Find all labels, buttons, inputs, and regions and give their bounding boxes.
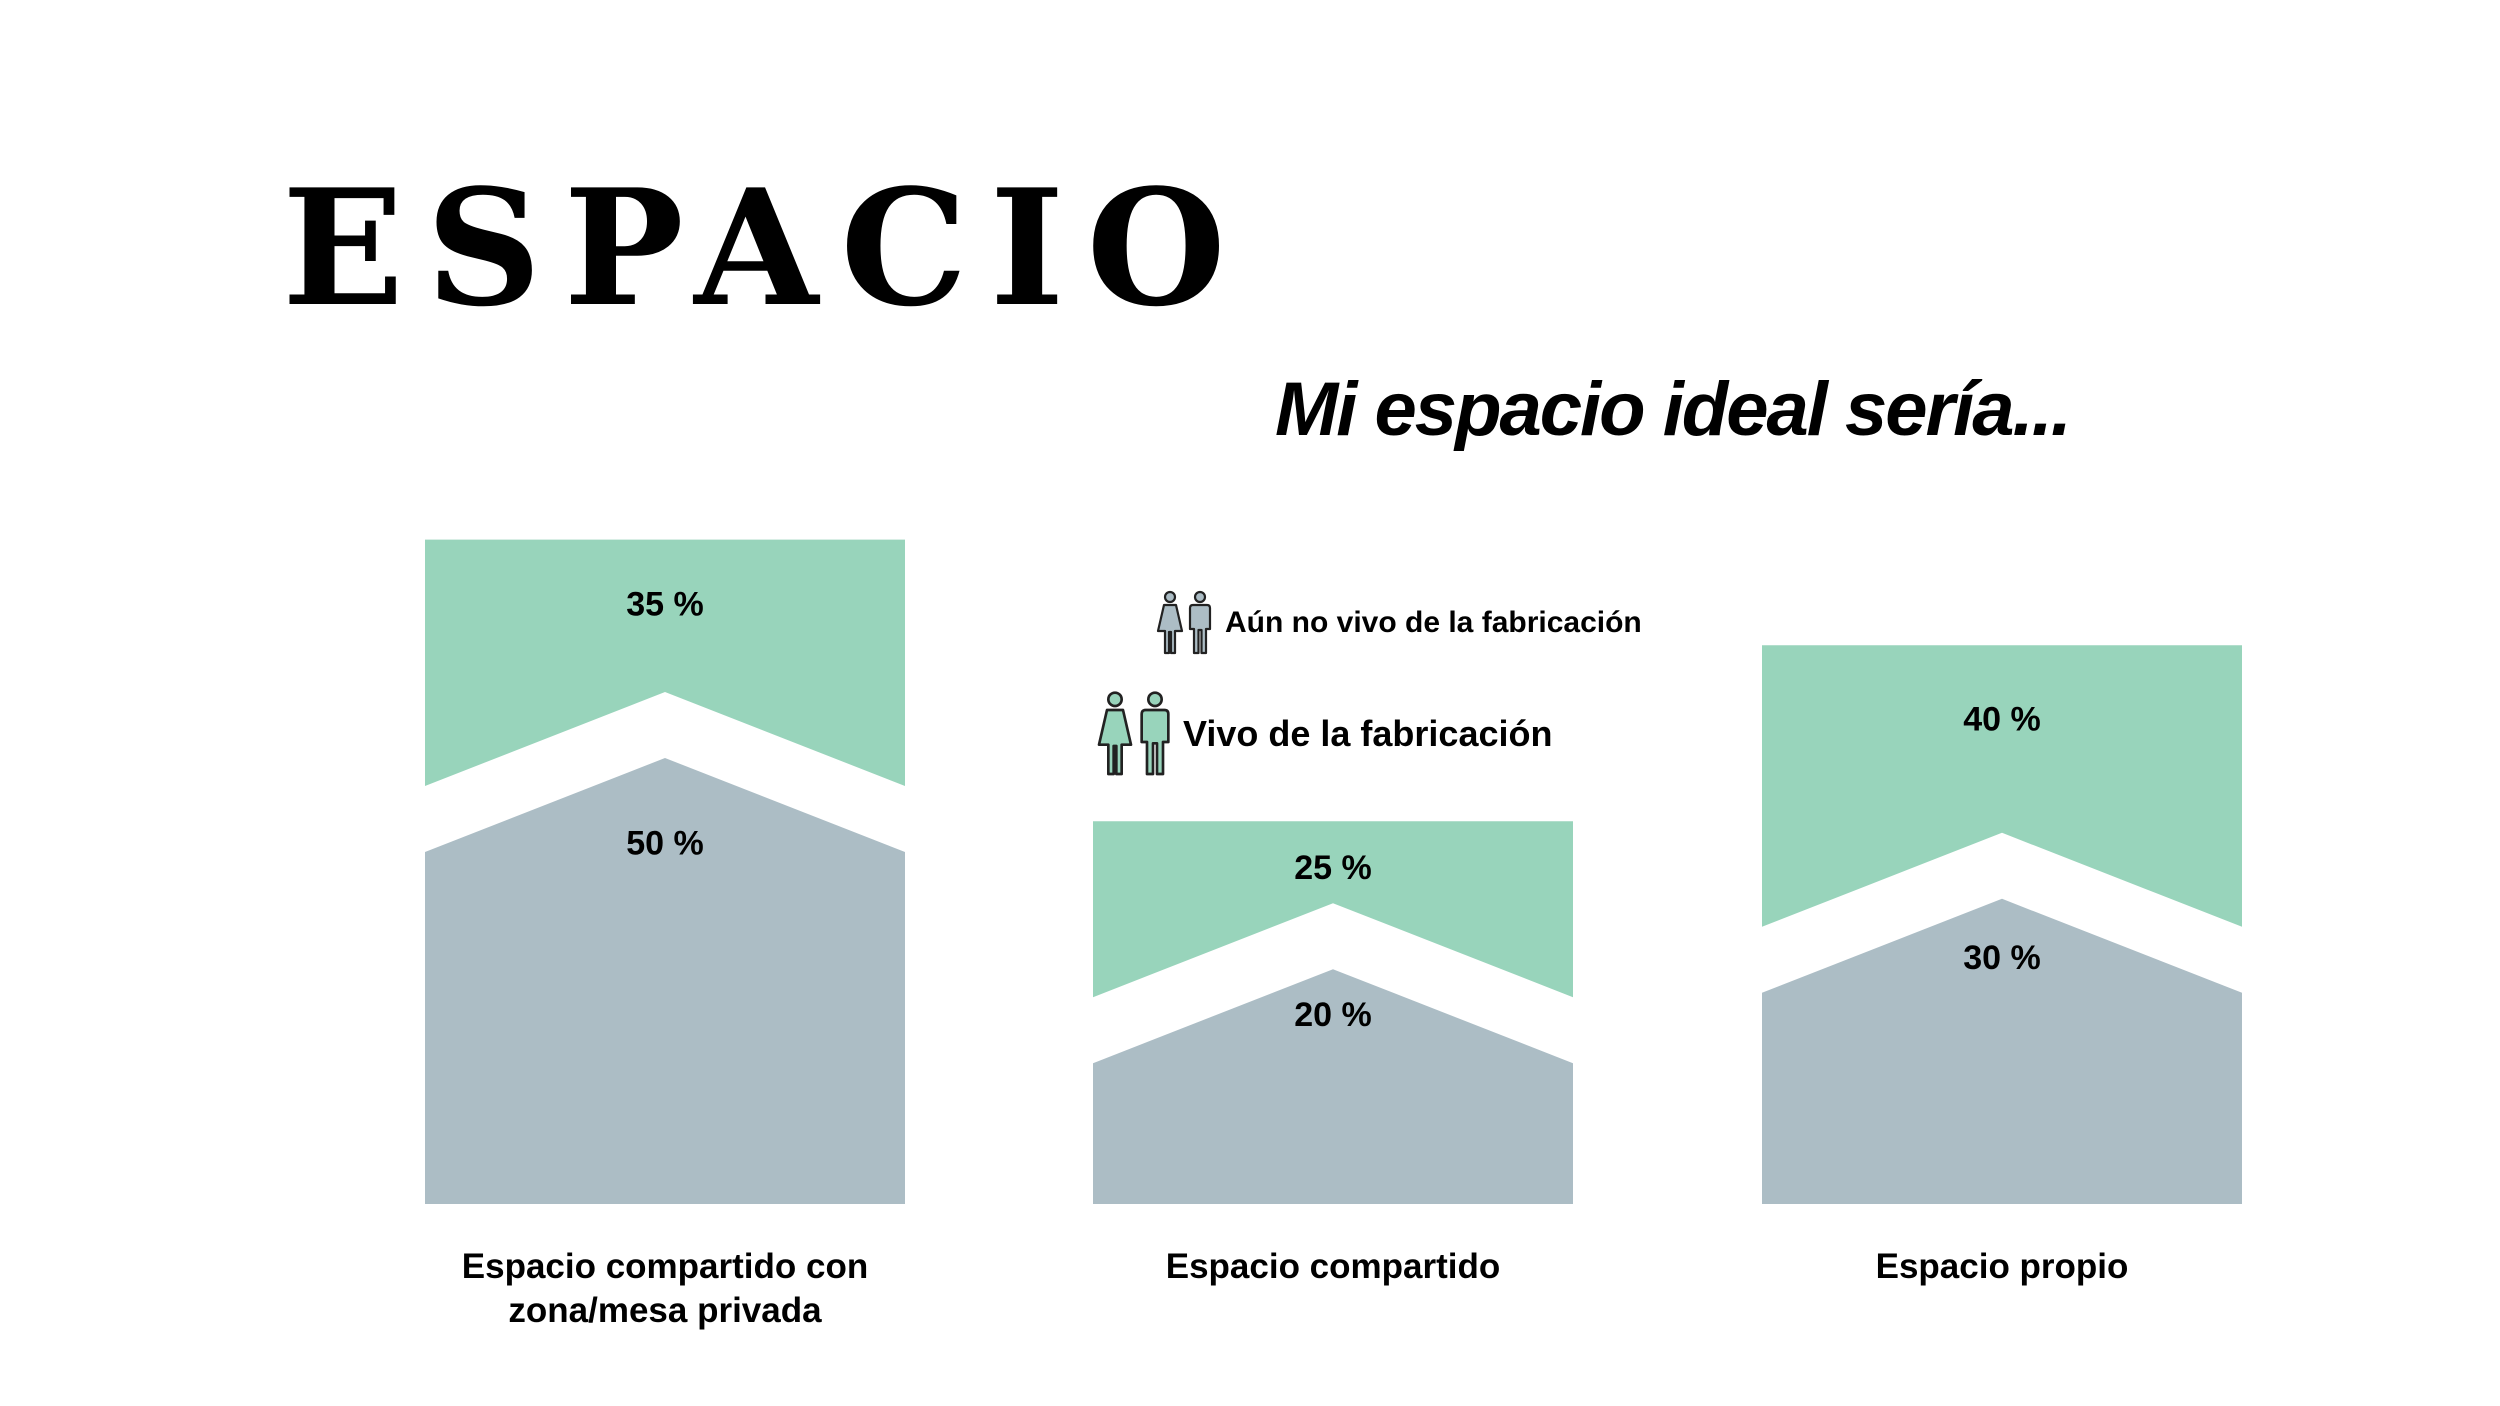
category-label: zona/mesa privada xyxy=(508,1291,822,1330)
data-label-aun-no-vivo: 20 % xyxy=(1294,996,1372,1034)
page-title: ESPACIO xyxy=(282,154,1248,342)
category-label: Espacio propio xyxy=(1876,1247,2129,1286)
bar-segment-aun-no-vivo xyxy=(1093,969,1573,1204)
data-label-aun-no-vivo: 30 % xyxy=(1963,939,2041,977)
bar-segment-vivo xyxy=(1762,645,2242,927)
category-label: Espacio compartido xyxy=(1166,1247,1501,1286)
category-label: Espacio compartido con xyxy=(462,1247,868,1286)
data-label-vivo: 25 % xyxy=(1294,849,1372,887)
data-label-vivo: 35 % xyxy=(626,586,704,624)
legend-item-vivo: Vivo de la fabricación xyxy=(1095,690,1552,778)
legend-label: Aún no vivo de la fabricación xyxy=(1225,606,1642,639)
chart-subtitle: Mi espacio ideal sería... xyxy=(1275,367,2072,452)
data-label-vivo: 40 % xyxy=(1963,700,2041,738)
legend-label: Vivo de la fabricación xyxy=(1183,713,1553,754)
legend-item-aun-no-vivo: Aún no vivo de la fabricación xyxy=(1155,590,1642,656)
bar-segment-vivo xyxy=(1093,821,1573,998)
data-label-aun-no-vivo: 50 % xyxy=(626,825,704,863)
bar-segment-vivo xyxy=(425,539,905,786)
people-icon xyxy=(1156,590,1212,655)
people-icon xyxy=(1097,691,1170,776)
bar-segment-aun-no-vivo xyxy=(425,758,905,1204)
bar-segment-aun-no-vivo xyxy=(1762,898,2242,1204)
